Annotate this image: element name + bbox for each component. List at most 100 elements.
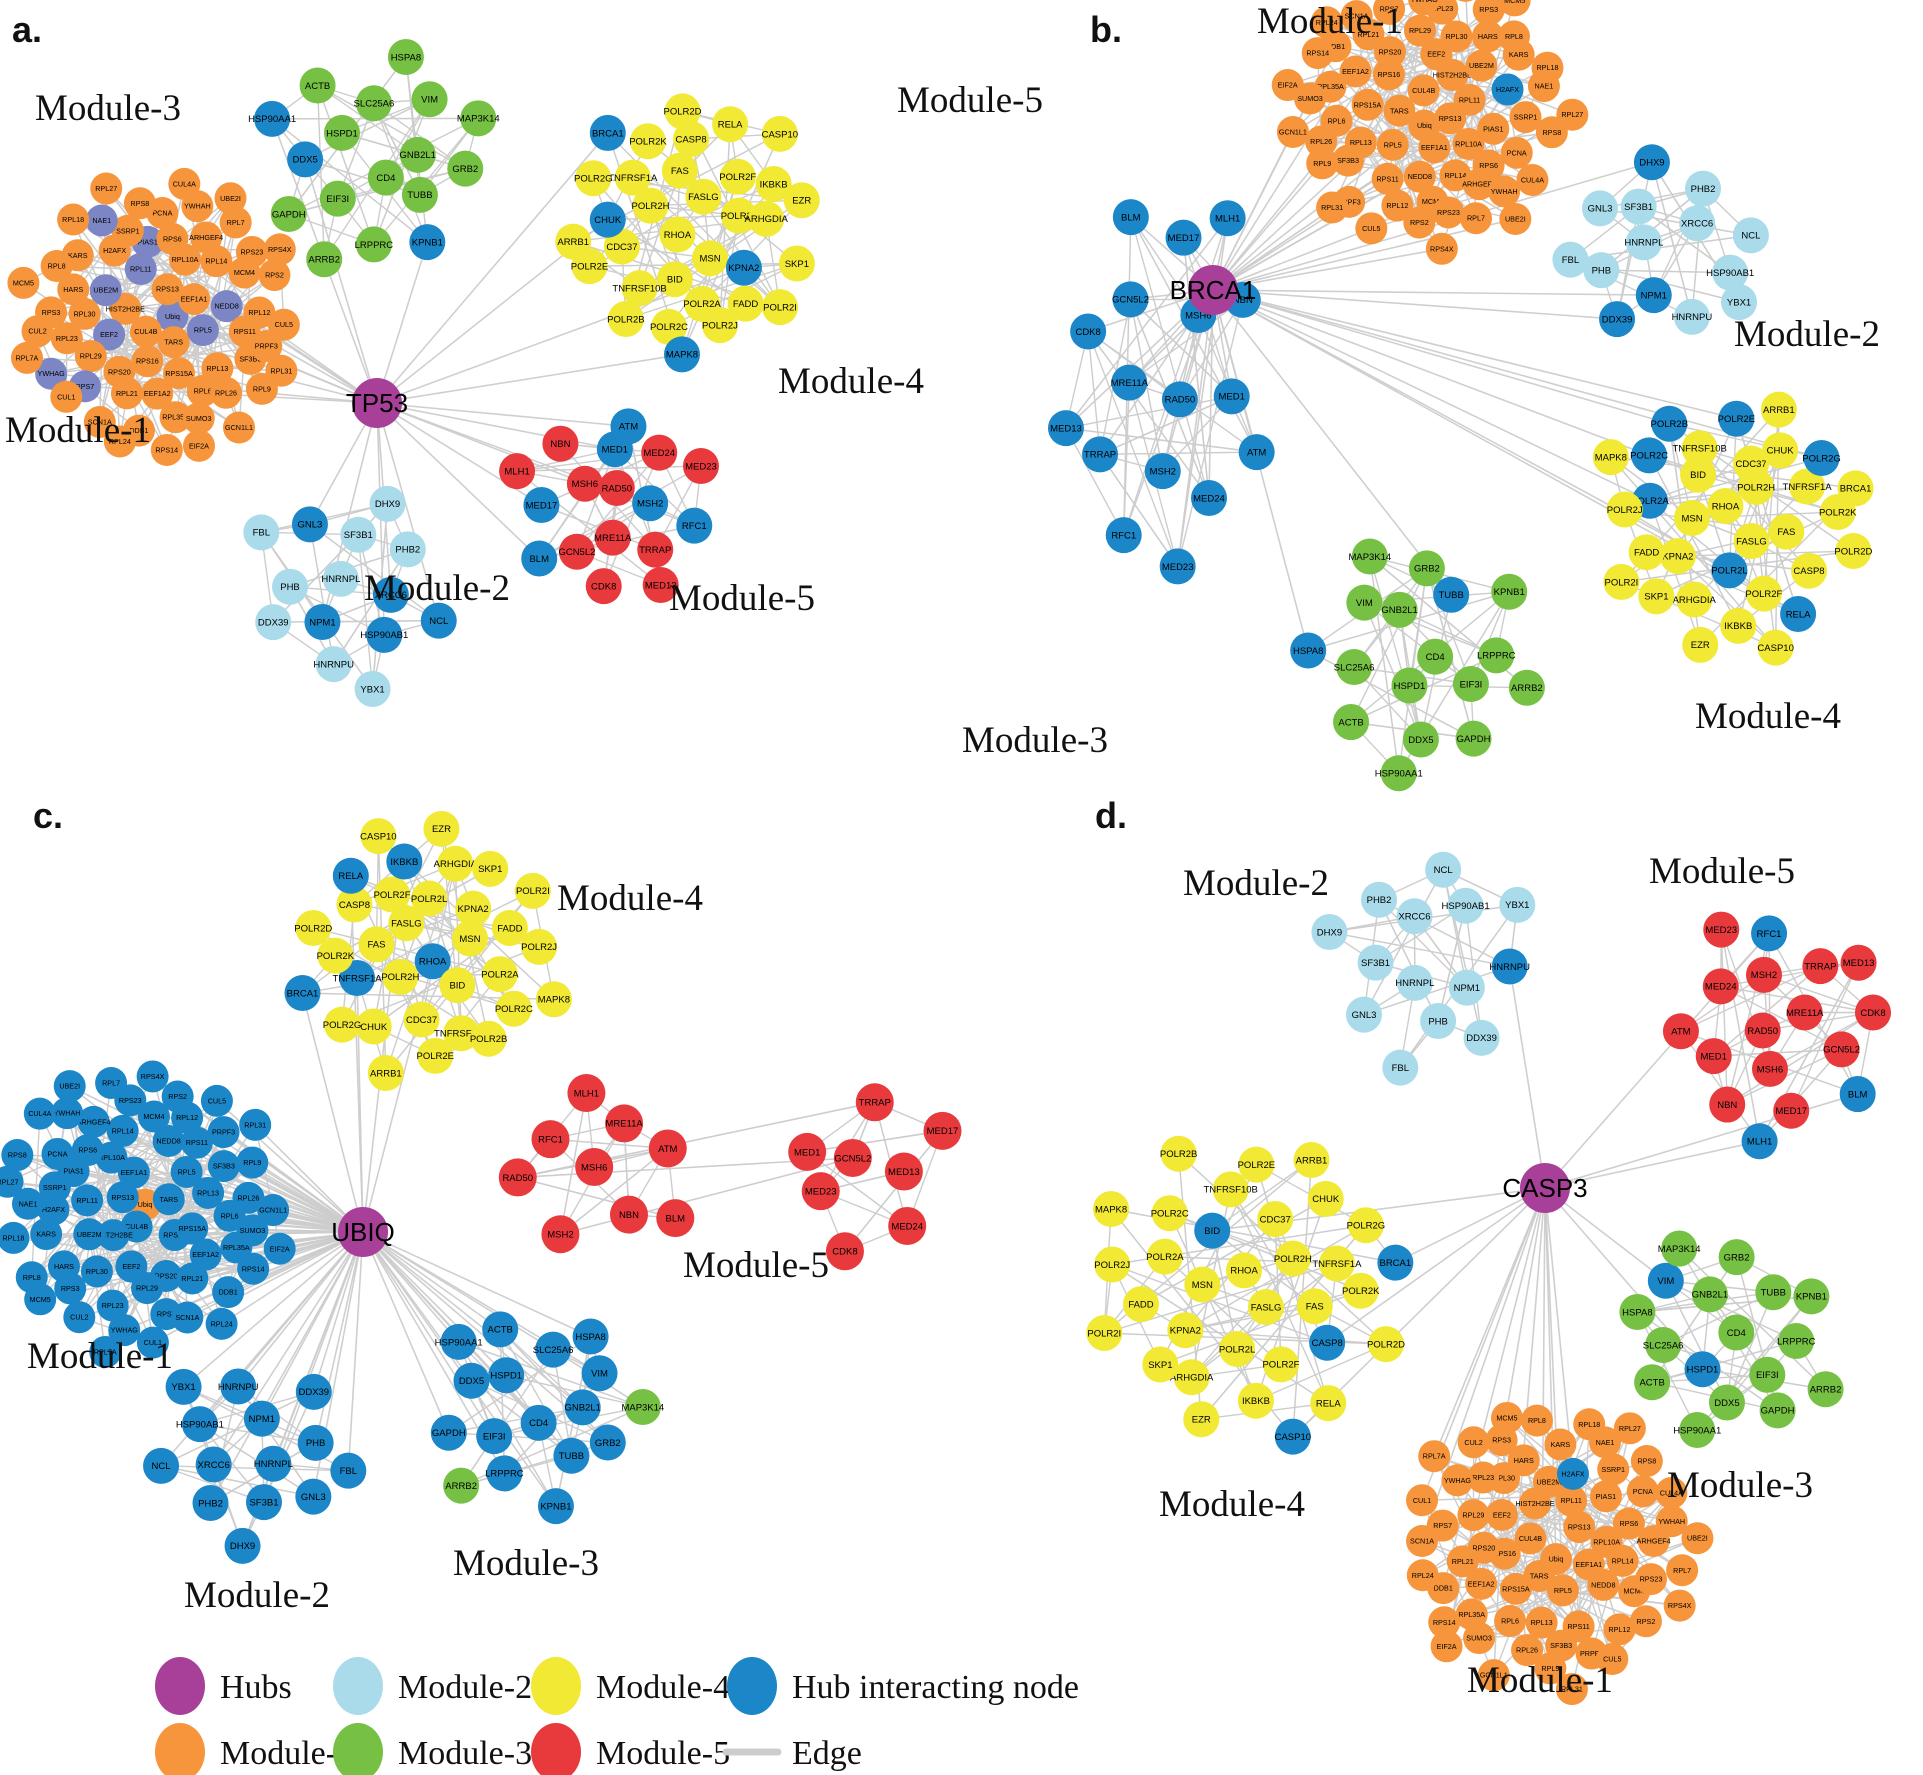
gene-node-label: MED17 <box>526 500 558 511</box>
gene-node-label: HSPA8 <box>391 52 421 63</box>
gene-node-circle <box>360 818 397 855</box>
gene-node-circle <box>161 1080 194 1113</box>
panel-letter-a: a. <box>12 9 42 50</box>
gene-node-circle <box>1803 440 1840 477</box>
gene-node-label: NEDD8 <box>156 1137 180 1146</box>
gene-node-label: HSPA8 <box>1293 646 1323 657</box>
gene-node-circle <box>255 604 292 641</box>
gene-node-circle <box>555 223 592 260</box>
gene-node-circle <box>250 330 283 363</box>
gene-node-label: FBL <box>253 528 270 539</box>
gene-node-circle <box>1718 400 1755 437</box>
node-VIM: VIM <box>581 1355 618 1392</box>
edge <box>1378 899 1439 1022</box>
gene-node-circle <box>299 67 336 104</box>
gene-node-label: ARRB1 <box>1296 1155 1328 1166</box>
edge <box>516 451 660 472</box>
edge <box>1087 331 1101 455</box>
gene-node-label: SUMO3 <box>186 414 212 423</box>
gene-node-circle <box>1368 1326 1405 1363</box>
gene-node-label: RPL29 <box>136 1284 158 1293</box>
gene-node-label: POLR2B <box>1651 419 1689 430</box>
node-POLR2B: POLR2B <box>607 301 645 338</box>
gene-node-circle <box>317 937 354 974</box>
gene-node-label: TNFRSF1A <box>1783 482 1833 493</box>
gene-node-circle <box>1613 1412 1646 1445</box>
gene-node-circle <box>1296 1288 1333 1325</box>
edge <box>161 1465 349 1472</box>
panel-d-nodes: HNRNPLXRCC6NPM1SF3B1HSP90AB1PHBPHB2HNRNP… <box>1086 851 1892 1706</box>
edge <box>494 1406 643 1437</box>
gene-node-circle <box>1494 1605 1527 1638</box>
edge <box>317 84 466 170</box>
gene-node-circle <box>136 1060 169 1093</box>
gene-node-label: RPL23 <box>1431 4 1453 13</box>
gene-node-label: RPL21 <box>181 1274 203 1283</box>
gene-node-label: MCM4 <box>234 268 255 277</box>
node-MAPK8: MAPK8 <box>663 336 700 373</box>
gene-node-circle <box>35 357 68 390</box>
node-RPL5: RPL5 <box>1376 128 1409 161</box>
node-POLR2I: POLR2I <box>1603 563 1640 600</box>
gene-node-label: PHB2 <box>1367 895 1392 906</box>
node-NCL: NCL <box>1425 851 1462 888</box>
gene-node-label: RPL12 <box>248 308 270 317</box>
gene-node-circle <box>1306 147 1339 180</box>
node-GNB2L1: GNB2L1 <box>564 1389 601 1426</box>
gene-node-label: RPS3 <box>1492 1436 1511 1445</box>
gene-node-label: RPS4X <box>268 245 292 254</box>
gene-node-circle <box>1629 1605 1662 1638</box>
gene-node-label: RPL18 <box>1536 63 1558 72</box>
gene-node-label: NPM1 <box>1454 983 1480 994</box>
gene-node-label: PHB2 <box>395 545 420 556</box>
edge <box>1130 216 1210 499</box>
gene-node-label: RPL7A <box>94 1347 117 1356</box>
gene-node-label: TNFRSF1A <box>333 973 383 984</box>
gene-node-circle <box>192 1176 225 1209</box>
gene-node-circle <box>598 469 635 506</box>
gene-node-label: RPS13 <box>111 1193 134 1202</box>
gene-node-label: CHUK <box>1767 446 1795 457</box>
gene-node-label: SF3B1 <box>1624 202 1653 213</box>
gene-node-label: ATM <box>658 1144 677 1155</box>
gene-node-circle <box>1406 1559 1439 1592</box>
gene-node-label: POLR2F <box>719 172 756 183</box>
gene-node-circle <box>1396 964 1433 1001</box>
node-IKBKB: IKBKB <box>386 843 423 880</box>
gene-node-circle <box>1311 914 1348 951</box>
gene-node-label: BID <box>1690 470 1706 481</box>
gene-node-label: TNFRSF1A <box>1312 1259 1362 1270</box>
node-TNFRSF10B: TNFRSF10B <box>434 1015 488 1052</box>
node-CD4: CD4 <box>367 159 404 196</box>
node-POLR2D: POLR2D <box>1367 1326 1405 1363</box>
node-RPL13: RPL13 <box>201 352 234 385</box>
node-HNRNPL: HNRNPL <box>321 560 360 597</box>
hub-edge <box>1212 289 1822 459</box>
gene-node-label: ATM <box>1247 447 1266 458</box>
gene-node-label: SLC25A6 <box>1643 1340 1684 1351</box>
node-H2AFX: H2AFX <box>1556 1457 1589 1490</box>
gene-node-label: RPL12 <box>1386 201 1408 210</box>
node-CASP8: CASP8 <box>673 121 710 158</box>
node-RPL26: RPL26 <box>232 1181 265 1214</box>
gene-node-circle <box>315 646 352 683</box>
node-CUL2: CUL2 <box>1457 1426 1490 1459</box>
node-EIF3I: EIF3I <box>1452 666 1489 703</box>
gene-node-circle <box>367 1055 404 1092</box>
gene-node-circle <box>1441 1464 1474 1497</box>
node-RPS14: RPS14 <box>237 1252 270 1285</box>
gene-node-circle <box>1663 1589 1696 1622</box>
gene-node-circle <box>607 301 644 338</box>
gene-node-label: YBX1 <box>171 1382 195 1393</box>
gene-node-label: ARRB2 <box>1810 1385 1842 1396</box>
gene-node-circle <box>40 249 73 282</box>
gene-node-label: POLR2D <box>294 923 332 934</box>
gene-node-circle <box>1418 131 1451 164</box>
gene-node-label: RPS3 <box>61 1284 80 1293</box>
gene-node-label: RPL31 <box>1321 203 1343 212</box>
node-SCN1A: SCN1A <box>1340 0 1373 33</box>
node-SF3B1: SF3B1 <box>1620 188 1657 225</box>
node-GAPDH: GAPDH <box>1455 720 1492 757</box>
